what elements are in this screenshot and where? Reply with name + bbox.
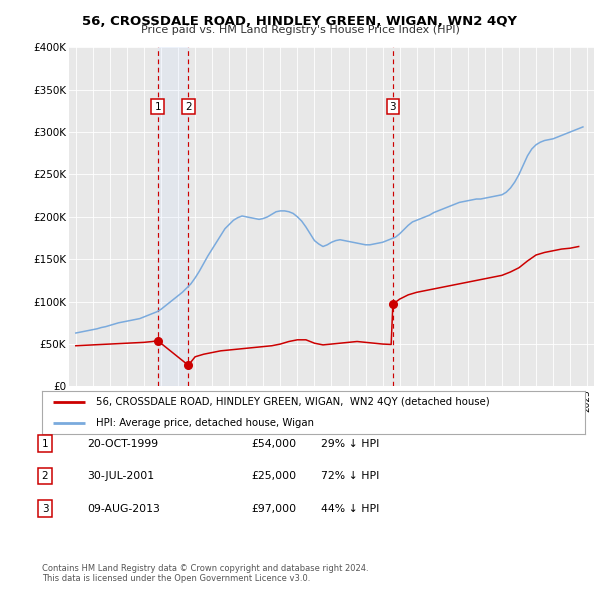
Text: 56, CROSSDALE ROAD, HINDLEY GREEN, WIGAN,  WN2 4QY (detached house): 56, CROSSDALE ROAD, HINDLEY GREEN, WIGAN… <box>97 397 490 407</box>
Text: 1: 1 <box>154 101 161 112</box>
Text: 2: 2 <box>41 471 49 481</box>
Text: £54,000: £54,000 <box>252 439 297 448</box>
Bar <box>158 47 188 386</box>
Text: £97,000: £97,000 <box>252 504 297 513</box>
Text: 1: 1 <box>41 439 49 448</box>
Text: Price paid vs. HM Land Registry's House Price Index (HPI): Price paid vs. HM Land Registry's House … <box>140 25 460 35</box>
Text: 09-AUG-2013: 09-AUG-2013 <box>87 504 160 513</box>
Text: 2: 2 <box>185 101 191 112</box>
Text: Contains HM Land Registry data © Crown copyright and database right 2024.
This d: Contains HM Land Registry data © Crown c… <box>42 563 368 583</box>
Text: 72% ↓ HPI: 72% ↓ HPI <box>321 471 379 481</box>
Text: 3: 3 <box>389 101 396 112</box>
Text: 44% ↓ HPI: 44% ↓ HPI <box>321 504 379 513</box>
Text: 30-JUL-2001: 30-JUL-2001 <box>87 471 154 481</box>
Text: £25,000: £25,000 <box>252 471 297 481</box>
Text: 3: 3 <box>41 504 49 513</box>
Text: 20-OCT-1999: 20-OCT-1999 <box>87 439 158 448</box>
Text: 29% ↓ HPI: 29% ↓ HPI <box>321 439 379 448</box>
Text: HPI: Average price, detached house, Wigan: HPI: Average price, detached house, Wiga… <box>97 418 314 428</box>
Text: 56, CROSSDALE ROAD, HINDLEY GREEN, WIGAN, WN2 4QY: 56, CROSSDALE ROAD, HINDLEY GREEN, WIGAN… <box>83 15 517 28</box>
